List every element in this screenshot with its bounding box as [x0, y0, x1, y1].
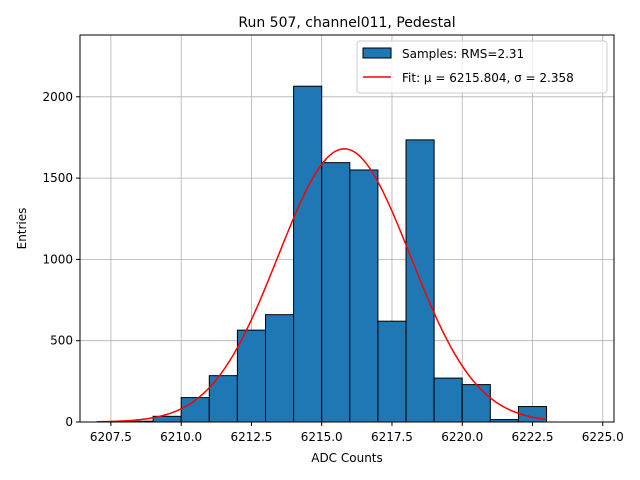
histogram-bar — [236, 329, 266, 423]
x-tick-label: 6210.0 — [160, 430, 202, 444]
x-tick-label: 6225.0 — [582, 430, 624, 444]
legend: Samples: RMS=2.31 Fit: μ = 6215.804, σ =… — [356, 40, 608, 94]
fit-curve — [96, 148, 547, 423]
histogram-bar — [264, 314, 295, 423]
fit-curve-group — [96, 148, 547, 423]
chart-title: Run 507, channel011, Pedestal — [238, 15, 455, 31]
legend-box — [356, 40, 608, 94]
histogram-bar — [377, 320, 407, 423]
x-axis-ticks: 6207.5 6210.0 6212.5 6215.0 6217.5 6220.0 6222… — [90, 422, 624, 444]
legend-swatch-samples — [362, 47, 392, 59]
y-tick-label: 500 — [50, 334, 73, 348]
histogram-bar — [293, 85, 323, 423]
y-tick-label: 1000 — [42, 252, 73, 266]
x-tick-label: 6222.5 — [511, 430, 553, 444]
x-tick-label: 6217.5 — [371, 430, 413, 444]
y-axis-ticks: 0 500 1000 1500 2000 — [42, 90, 80, 429]
histogram-bars — [124, 85, 548, 423]
x-tick-label: 6215.0 — [301, 430, 343, 444]
x-tick-label: 6207.5 — [90, 430, 132, 444]
histogram-bar — [433, 377, 463, 423]
histogram-bar — [180, 397, 210, 423]
legend-label-fit: Fit: μ = 6215.804, σ = 2.358 — [402, 71, 574, 85]
histogram-bar — [321, 162, 351, 423]
legend-label-samples: Samples: RMS=2.31 — [402, 47, 524, 61]
x-tick-label: 6212.5 — [230, 430, 272, 444]
histogram-bar — [461, 384, 491, 423]
y-tick-label: 0 — [65, 415, 73, 429]
y-tick-label: 2000 — [42, 90, 73, 104]
plot-frame — [79, 34, 615, 423]
histogram-bar — [349, 169, 379, 423]
x-axis-label: ADC Counts — [311, 451, 383, 465]
y-axis-label: Entries — [15, 208, 29, 250]
x-tick-label: 6220.0 — [441, 430, 483, 444]
y-tick-label: 1500 — [42, 171, 73, 185]
